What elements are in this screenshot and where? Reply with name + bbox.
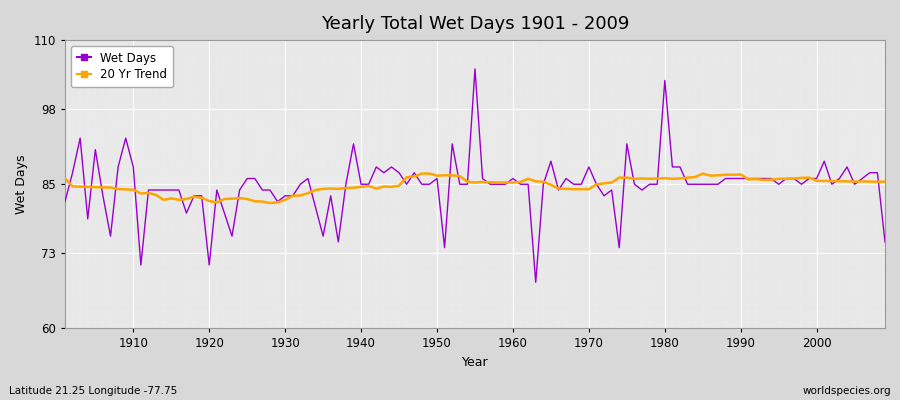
Text: Latitude 21.25 Longitude -77.75: Latitude 21.25 Longitude -77.75 — [9, 386, 177, 396]
X-axis label: Year: Year — [462, 356, 489, 369]
Text: worldspecies.org: worldspecies.org — [803, 386, 891, 396]
Bar — [65, 109, 885, 184]
Title: Yearly Total Wet Days 1901 - 2009: Yearly Total Wet Days 1901 - 2009 — [320, 15, 629, 33]
Y-axis label: Wet Days: Wet Days — [15, 154, 28, 214]
Legend: Wet Days, 20 Yr Trend: Wet Days, 20 Yr Trend — [71, 46, 174, 87]
